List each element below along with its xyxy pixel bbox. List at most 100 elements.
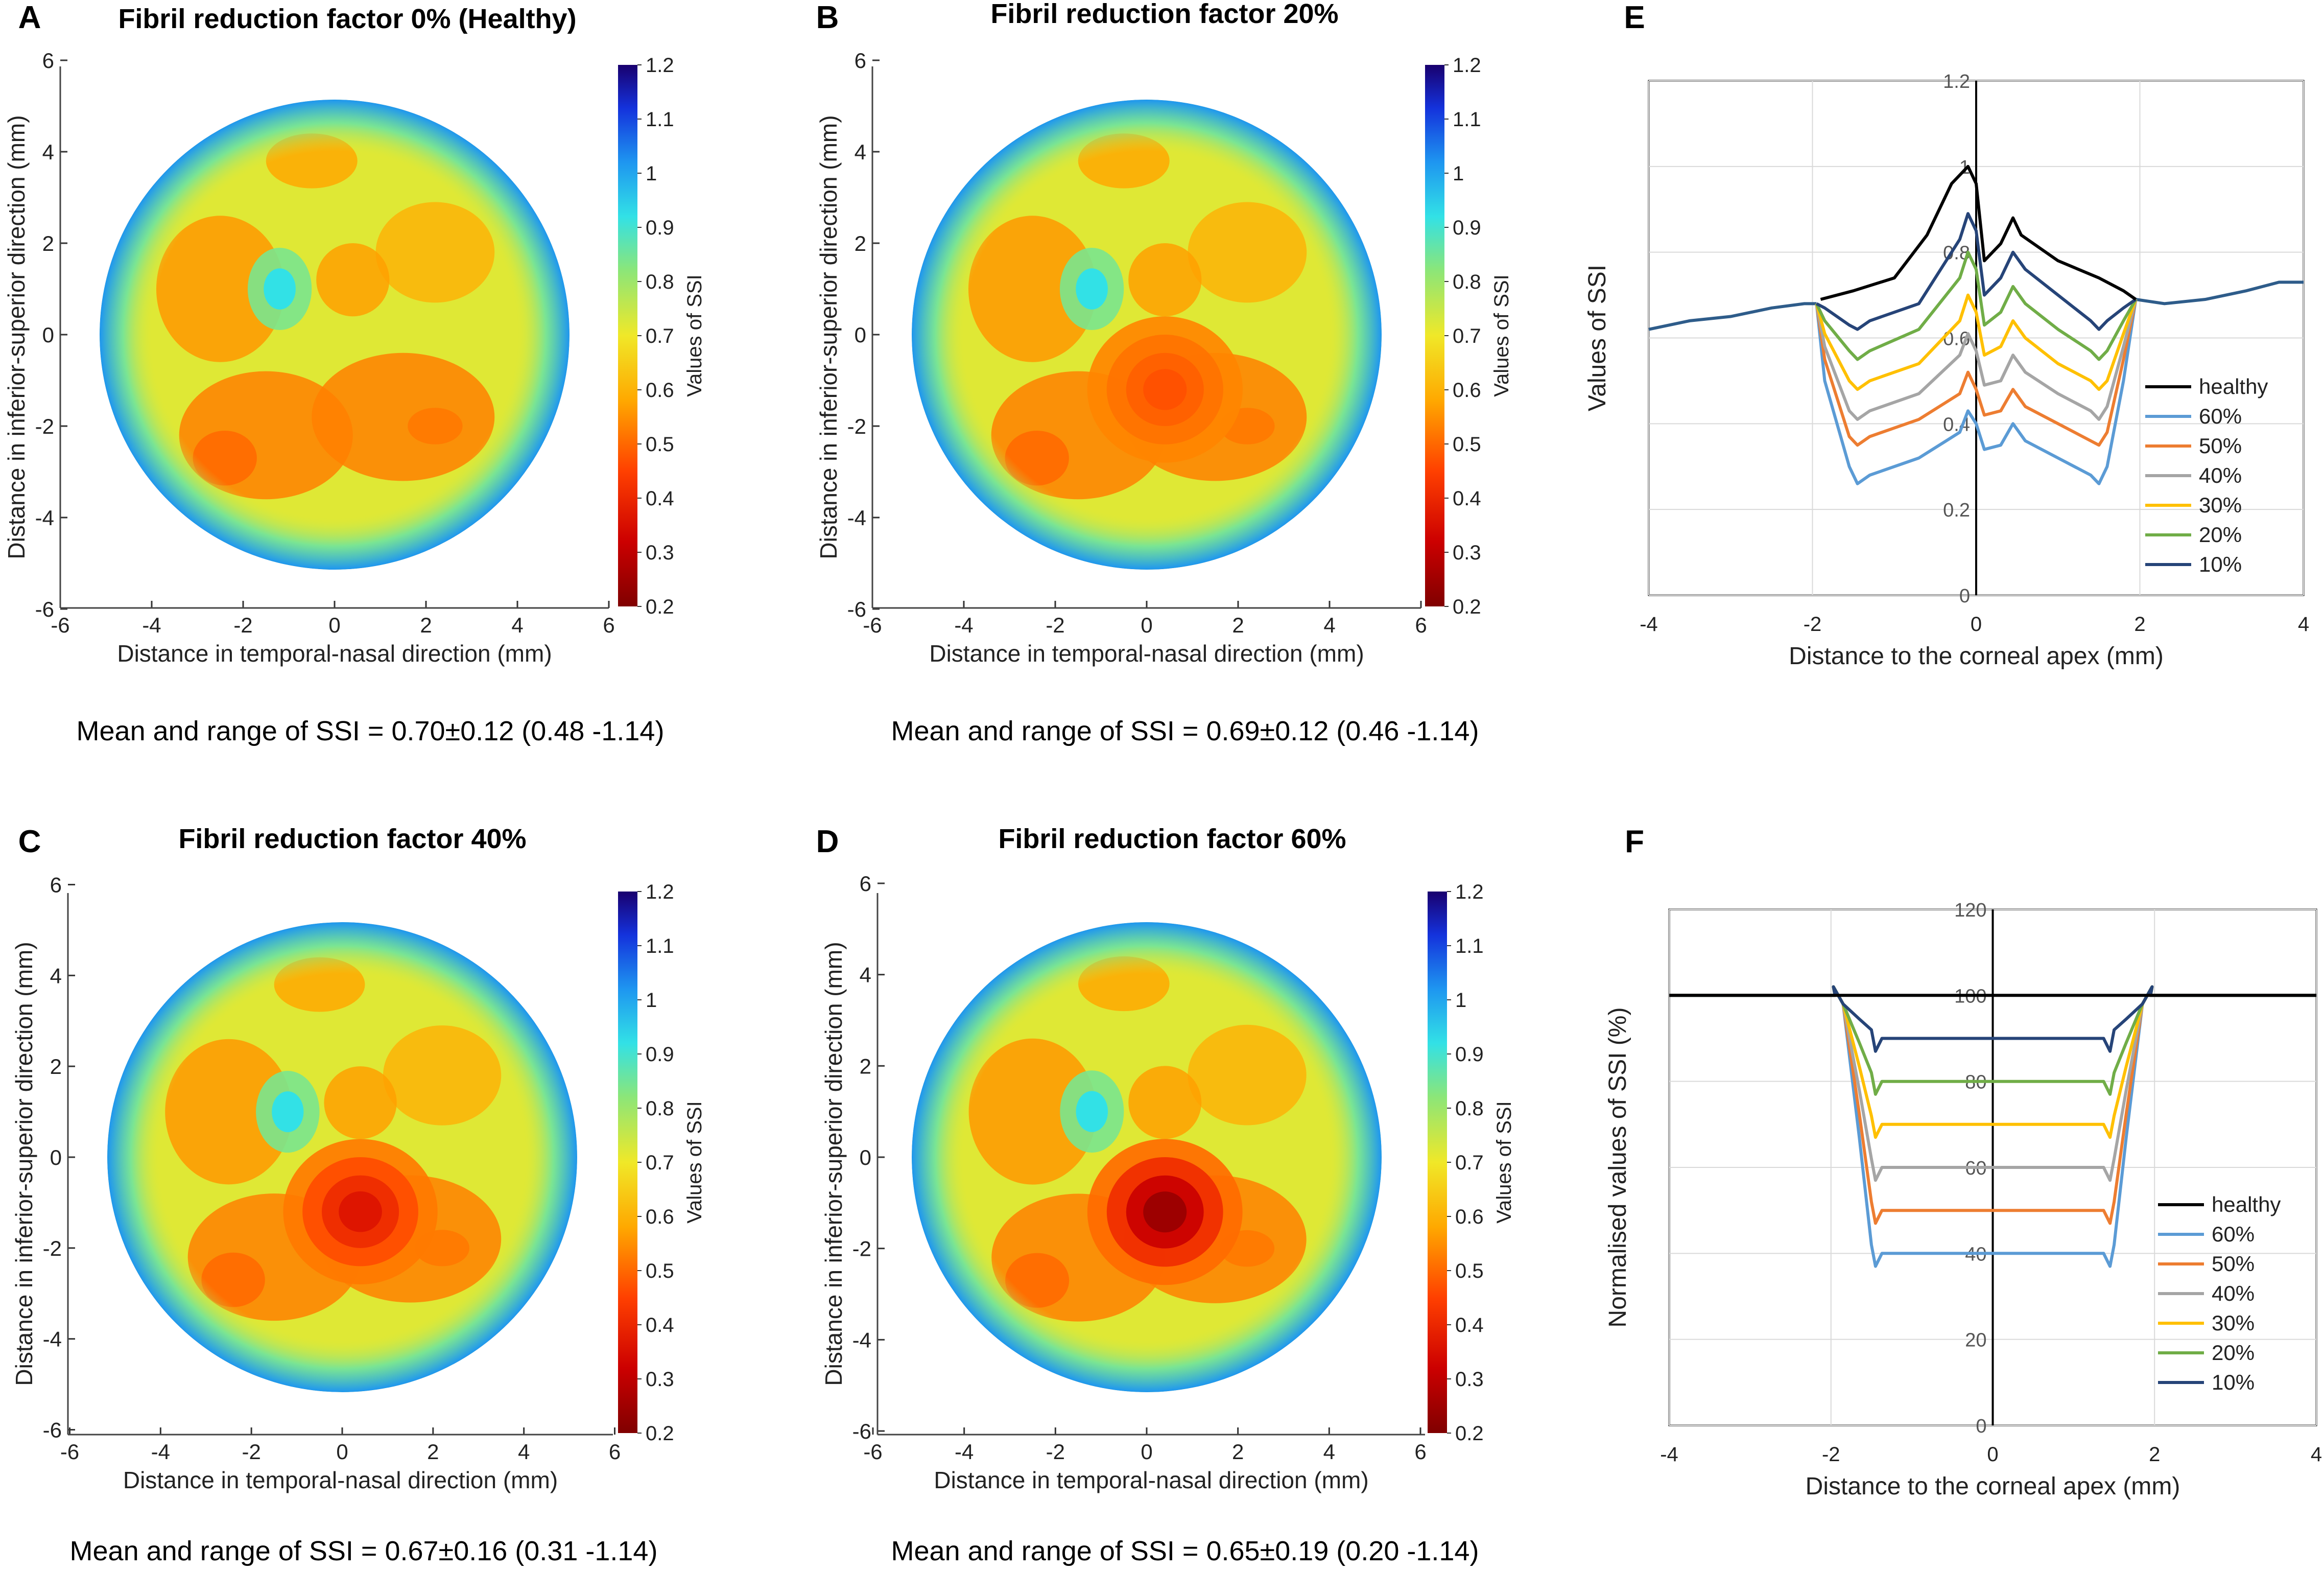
legend-label: 50% xyxy=(2199,434,2242,458)
legend-label: 60% xyxy=(2199,404,2242,428)
y-tick-label: 6 xyxy=(855,49,866,73)
legend-label: 60% xyxy=(2212,1222,2255,1246)
legend-label: 20% xyxy=(2199,523,2242,547)
colorbar-tick-label: 0.3 xyxy=(646,1368,674,1391)
y-tick-label: -6 xyxy=(847,597,866,621)
x-tick-label: -4 xyxy=(954,613,973,637)
x-tick-label: -6 xyxy=(863,613,882,637)
x-tick-label: -4 xyxy=(1660,1443,1678,1466)
colorbar xyxy=(1425,65,1444,606)
colorbar-tick-label: 0.7 xyxy=(646,325,674,347)
legend-label: 10% xyxy=(2212,1370,2255,1394)
x-tick-label: 0 xyxy=(1971,613,1982,636)
legend-label: healthy xyxy=(2199,374,2268,398)
legend-label: 40% xyxy=(2199,463,2242,487)
colorbar-tick-label: 0.7 xyxy=(1453,325,1481,347)
colorbar xyxy=(1428,892,1447,1433)
colorbar-tick-label: 0.9 xyxy=(1453,217,1481,239)
y-tick-label: 0.2 xyxy=(1943,500,1970,521)
colorbar-tick-label: 0.4 xyxy=(646,487,674,510)
x-tick-label: -2 xyxy=(242,1440,260,1464)
x-axis-title: Distance in temporal-nasal direction (mm… xyxy=(929,640,1364,667)
y-tick-label: 6 xyxy=(42,49,54,73)
x-tick-label: 4 xyxy=(1323,613,1335,637)
x-axis-title: Distance to the corneal apex (mm) xyxy=(1789,643,2164,670)
colorbar xyxy=(618,892,637,1433)
series-line-30pct xyxy=(1815,293,2138,391)
colorbar-label: Values of SSI xyxy=(1490,274,1513,396)
x-axis-title: Distance in temporal-nasal direction (mm… xyxy=(934,1467,1368,1493)
colorbar-tick-label: 0.5 xyxy=(646,1260,674,1282)
y-tick-label: 0 xyxy=(855,323,866,347)
colorbar-tick-label: 1.2 xyxy=(646,54,674,77)
colorbar-tick-label: 1.1 xyxy=(646,108,674,131)
x-tick-label: 6 xyxy=(603,613,614,637)
colorbar-tick-label: 1 xyxy=(1453,162,1464,185)
series-line-20pct xyxy=(1815,250,2138,361)
x-tick-label: -2 xyxy=(233,613,252,637)
legend-label: 30% xyxy=(2199,493,2242,517)
series-line-outside-right xyxy=(2136,280,2304,306)
x-tick-label: 2 xyxy=(1232,613,1244,637)
y-tick-label: -4 xyxy=(35,506,54,530)
x-tick-label: -2 xyxy=(1822,1443,1840,1466)
panel-letter: F xyxy=(1625,824,1644,859)
x-tick-label: -4 xyxy=(1640,613,1658,636)
colorbar-tick-label: 0.5 xyxy=(646,433,674,456)
colorbar-tick-label: 1 xyxy=(1455,989,1466,1012)
y-tick-label: 4 xyxy=(50,964,62,988)
legend-label: 30% xyxy=(2212,1311,2255,1335)
x-tick-label: -2 xyxy=(1804,613,1822,636)
series-line-outside-left xyxy=(1648,302,1817,331)
x-tick-label: 0 xyxy=(1141,613,1152,637)
x-tick-label: -6 xyxy=(60,1440,79,1464)
y-tick-label: 4 xyxy=(855,140,866,164)
panel-title: Fibril reduction factor 60% xyxy=(998,824,1346,854)
x-tick-label: 2 xyxy=(1232,1440,1244,1464)
colorbar-tick-label: 0.4 xyxy=(1455,1314,1484,1336)
colorbar-tick-label: 0.2 xyxy=(646,1422,674,1445)
colorbar-tick-label: 0.6 xyxy=(1455,1206,1484,1228)
x-tick-label: -6 xyxy=(863,1440,882,1464)
colorbar-tick-label: 0.8 xyxy=(1453,271,1481,293)
colorbar-tick-label: 0.4 xyxy=(646,1314,674,1336)
x-tick-label: 4 xyxy=(518,1440,530,1464)
summary-b: Mean and range of SSI = 0.69±0.12 (0.46 … xyxy=(891,716,1479,746)
colorbar-tick-label: 0.2 xyxy=(1453,596,1481,618)
cornea-rim xyxy=(100,100,570,570)
x-tick-label: 0 xyxy=(336,1440,348,1464)
y-tick-label: 0 xyxy=(1959,585,1970,607)
colorbar-tick-label: 1.2 xyxy=(1453,54,1481,77)
colorbar-tick-label: 0.3 xyxy=(646,542,674,564)
y-axis-title: Normalised values of SSI (%) xyxy=(1604,1007,1631,1328)
series-line-60pct xyxy=(1815,299,2138,485)
x-tick-label: 6 xyxy=(609,1440,621,1464)
cornea-map-B xyxy=(912,100,1382,570)
y-tick-label: -2 xyxy=(847,414,866,438)
colorbar-tick-label: 0.6 xyxy=(646,1206,674,1228)
series-line-40pct xyxy=(1815,299,2138,421)
colorbar-tick-label: 0.7 xyxy=(646,1152,674,1174)
colorbar-tick-label: 0.3 xyxy=(1453,542,1481,564)
series-line-10pct xyxy=(1816,212,2137,331)
summary-a: Mean and range of SSI = 0.70±0.12 (0.48 … xyxy=(76,716,665,746)
y-tick-label: -6 xyxy=(43,1418,62,1442)
colorbar-tick-label: 0.9 xyxy=(646,1043,674,1066)
panel-letter: D xyxy=(816,824,839,859)
legend-label: healthy xyxy=(2212,1192,2281,1216)
cornea-rim xyxy=(912,100,1382,570)
x-tick-label: 2 xyxy=(2149,1443,2160,1466)
legend-label: 20% xyxy=(2212,1341,2255,1365)
colorbar-tick-label: 1.2 xyxy=(646,881,674,903)
series-line-50pct xyxy=(1815,299,2138,447)
y-axis-title: Values of SSI xyxy=(1584,265,1611,411)
x-tick-label: 6 xyxy=(1414,1440,1426,1464)
colorbar-tick-label: 0.9 xyxy=(1455,1043,1484,1066)
colorbar-tick-label: 1 xyxy=(646,162,657,185)
y-axis-title: Distance in inferior-superior direction … xyxy=(815,115,842,559)
y-tick-label: 2 xyxy=(855,231,866,255)
x-tick-label: -4 xyxy=(142,613,161,637)
y-tick-label: 0 xyxy=(860,1145,871,1169)
cornea-map-D xyxy=(912,922,1382,1392)
x-tick-label: 0 xyxy=(1141,1440,1152,1464)
